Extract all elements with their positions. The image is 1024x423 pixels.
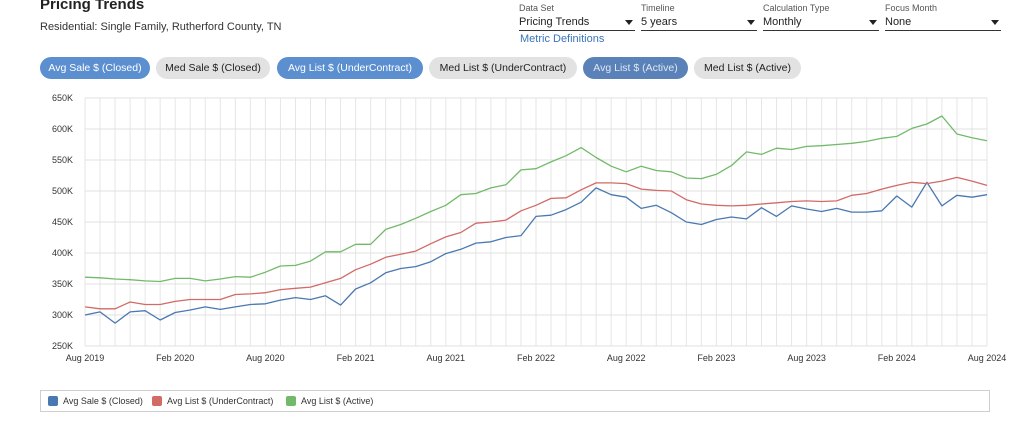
y-tick-label: 450K [52, 217, 73, 227]
page-title: Pricing Trends [40, 0, 145, 13]
tab-avg-list-undercontract[interactable]: Avg List $ (UnderContract) [277, 57, 423, 79]
legend-item-avg-list-undercontract[interactable]: Avg List $ (UnderContract) [152, 396, 273, 406]
x-tick-label: Aug 2019 [66, 353, 105, 363]
legend-swatch [286, 396, 296, 406]
tab-med-sale-closed[interactable]: Med Sale $ (Closed) [156, 57, 270, 79]
legend-item-avg-sale-closed[interactable]: Avg Sale $ (Closed) [48, 396, 143, 406]
calc-type-label: Calculation Type [763, 3, 830, 13]
chevron-down-icon [991, 20, 999, 25]
tab-avg-list-active[interactable]: Avg List $ (Active) [583, 57, 688, 79]
timeline-select[interactable]: Timeline 5 years [641, 2, 757, 31]
x-tick-label: Aug 2021 [427, 353, 466, 363]
chevron-down-icon [625, 20, 633, 25]
y-tick-label: 300K [52, 310, 73, 320]
x-tick-label: Feb 2021 [337, 353, 375, 363]
y-tick-label: 650K [52, 93, 73, 103]
x-tick-label: Feb 2024 [878, 353, 916, 363]
data-set-label: Data Set [519, 3, 555, 13]
data-set-value[interactable]: Pricing Trends [519, 14, 635, 31]
y-tick-label: 600K [52, 124, 73, 134]
focus-month-value[interactable]: None [885, 14, 1001, 31]
legend-item-avg-list-active[interactable]: Avg List $ (Active) [286, 396, 373, 406]
y-tick-label: 350K [52, 279, 73, 289]
y-tick-label: 250K [52, 341, 73, 351]
x-tick-label: Feb 2023 [697, 353, 735, 363]
legend-swatch [152, 396, 162, 406]
tab-med-list-undercontract[interactable]: Med List $ (UnderContract) [429, 57, 577, 79]
x-tick-label: Aug 2023 [787, 353, 826, 363]
series-line-0[interactable] [84, 181, 988, 324]
chart-legend: Avg Sale $ (Closed) Avg List $ (UnderCon… [40, 390, 990, 412]
calc-type-value[interactable]: Monthly [763, 14, 879, 31]
chevron-down-icon [869, 20, 877, 25]
series-line-1[interactable] [84, 176, 988, 310]
y-tick-label: 500K [52, 186, 73, 196]
x-tick-label: Feb 2022 [517, 353, 555, 363]
x-tick-label: Aug 2022 [607, 353, 646, 363]
metric-definitions-link[interactable]: Metric Definitions [520, 33, 605, 45]
tab-avg-sale-closed[interactable]: Avg Sale $ (Closed) [40, 57, 150, 79]
timeline-label: Timeline [641, 3, 675, 13]
y-tick-label: 550K [52, 155, 73, 165]
page-subtitle: Residential: Single Family, Rutherford C… [40, 21, 282, 33]
x-tick-label: Aug 2024 [968, 353, 1007, 363]
data-set-select[interactable]: Data Set Pricing Trends [519, 2, 635, 31]
focus-month-label: Focus Month [885, 3, 938, 13]
focus-month-select[interactable]: Focus Month None [885, 2, 1001, 31]
legend-swatch [48, 396, 58, 406]
y-tick-label: 400K [52, 248, 73, 258]
series-line-2[interactable] [84, 115, 988, 283]
pricing-trends-chart: 250K 300K 350K 400K 450K 500K 550K 600K 650K Aug … [52, 93, 1007, 363]
x-tick-label: Feb 2020 [156, 353, 194, 363]
chevron-down-icon [747, 20, 755, 25]
calc-type-select[interactable]: Calculation Type Monthly [763, 2, 879, 31]
timeline-value[interactable]: 5 years [641, 14, 757, 31]
tab-med-list-active[interactable]: Med List $ (Active) [694, 57, 801, 79]
x-tick-label: Aug 2020 [246, 353, 285, 363]
